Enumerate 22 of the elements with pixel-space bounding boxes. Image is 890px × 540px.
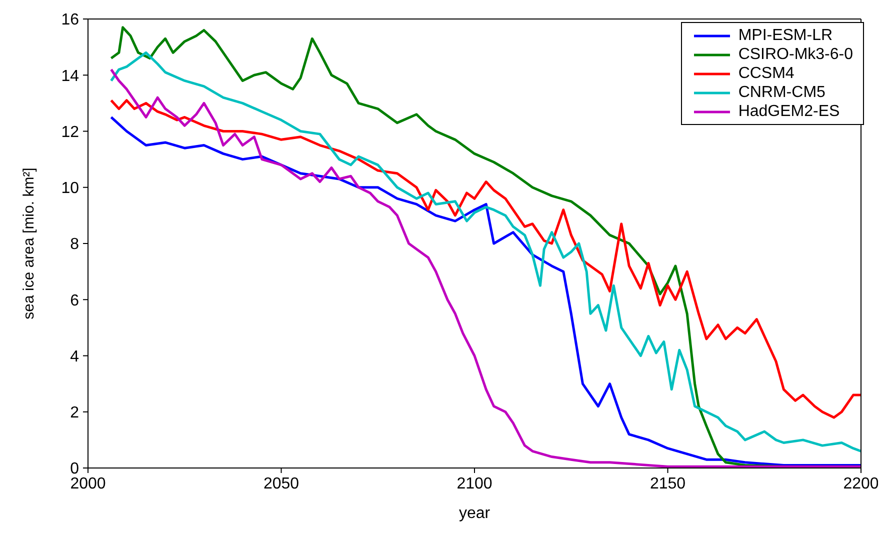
y-tick-label: 8 <box>70 236 80 254</box>
legend-label: CCSM4 <box>738 64 794 83</box>
x-axis-title: year <box>458 505 491 522</box>
x-tick-label: 2000 <box>70 475 106 492</box>
y-tick-label: 0 <box>70 460 80 478</box>
legend-label: CSIRO-Mk3-6-0 <box>738 45 853 64</box>
x-tick-label: 2050 <box>263 475 300 492</box>
y-tick-label: 2 <box>70 404 80 422</box>
x-tick-label: 2150 <box>650 475 686 492</box>
y-tick-label: 12 <box>61 124 80 141</box>
y-tick-label: 10 <box>61 180 80 198</box>
y-tick-label: 6 <box>70 292 80 310</box>
x-tick-label: 2200 <box>843 475 879 492</box>
line-series <box>110 99 861 419</box>
legend-label: MPI-ESM-LR <box>738 26 833 45</box>
legend-label: HadGEM2-ES <box>738 102 840 121</box>
y-tick-label: 16 <box>61 12 80 29</box>
y-axis-title: sea ice area [mio. km²] <box>20 168 38 320</box>
legend-label: CNRM-CM5 <box>738 83 826 102</box>
y-tick-label: 4 <box>70 348 80 366</box>
y-tick-label: 14 <box>61 68 80 85</box>
x-tick-label: 2100 <box>456 475 492 492</box>
